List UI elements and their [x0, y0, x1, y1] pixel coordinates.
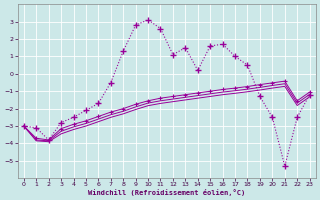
X-axis label: Windchill (Refroidissement éolien,°C): Windchill (Refroidissement éolien,°C): [88, 189, 245, 196]
